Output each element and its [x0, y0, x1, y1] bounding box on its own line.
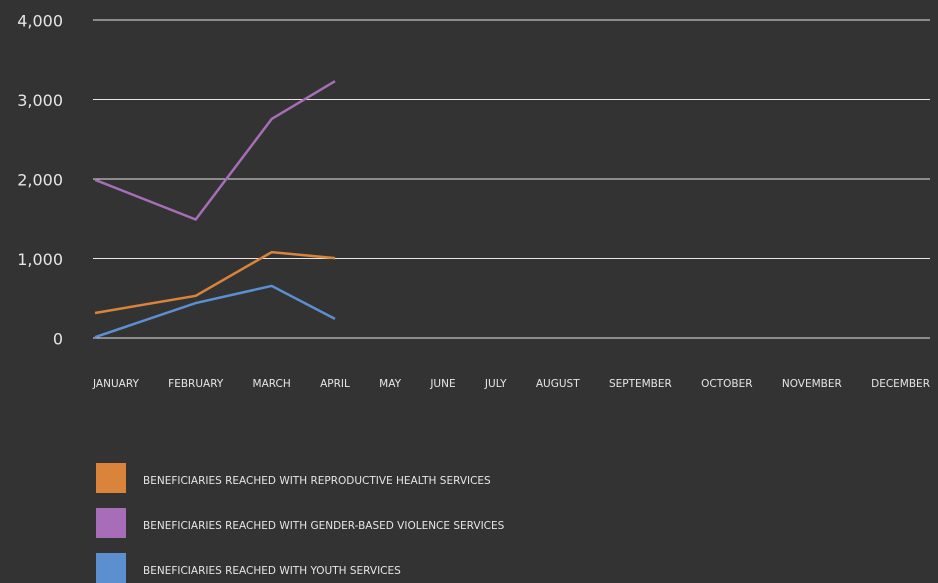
legend-label: BENEFICIARIES REACHED WITH REPRODUCTIVE …: [143, 475, 491, 487]
y-tick-label: 1,000: [17, 250, 63, 269]
legend-swatch: [96, 508, 126, 538]
legend-swatch: [96, 463, 126, 493]
legend-label: BENEFICIARIES REACHED WITH GENDER-BASED …: [143, 520, 505, 532]
x-tick-label: OCTOBER: [701, 378, 752, 390]
x-tick-label: APRIL: [320, 378, 350, 390]
x-tick-label: FEBRUARY: [168, 378, 224, 390]
x-tick-label: NOVEMBER: [782, 378, 842, 390]
line-series: [94, 80, 336, 222]
x-tick-label: JULY: [484, 378, 507, 390]
line-series: [94, 284, 336, 339]
x-tick-label: JANUARY: [92, 378, 139, 390]
x-tick-label: DECEMBER: [871, 378, 930, 390]
legend-swatch: [96, 553, 126, 583]
y-tick-label: 4,000: [17, 12, 63, 31]
line-series: [94, 250, 336, 315]
y-tick-label: 0: [53, 330, 63, 349]
x-tick-label: SEPTEMBER: [609, 378, 672, 390]
x-tick-label: MARCH: [253, 378, 291, 390]
x-tick-label: MAY: [379, 378, 401, 390]
y-tick-label: 2,000: [17, 171, 63, 190]
x-tick-label: AUGUST: [536, 378, 580, 390]
x-tick-label: JUNE: [429, 378, 455, 390]
y-tick-label: 3,000: [17, 91, 63, 110]
legend-label: BENEFICIARIES REACHED WITH YOUTH SERVICE…: [143, 565, 401, 577]
